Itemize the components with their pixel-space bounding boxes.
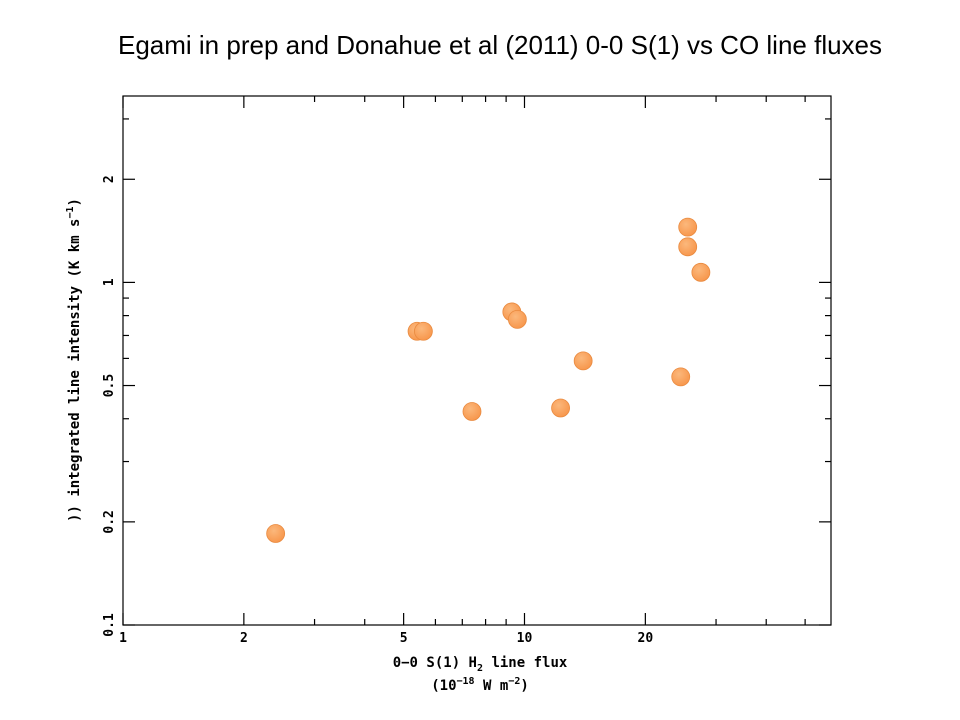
y-tick-labels: 0.1 0.2 0.5 1 2 (102, 175, 117, 636)
data-point (462, 402, 482, 421)
y-tick-label: 0.5 (102, 374, 117, 397)
y-tick-label: 2 (102, 175, 117, 183)
y-tick-label: 1 (102, 278, 117, 286)
y-tick-label: 0.2 (102, 510, 117, 533)
data-point (507, 309, 527, 329)
data-points (266, 217, 711, 543)
data-point (678, 237, 698, 257)
axis-ticks (122, 96, 831, 626)
x-tick-label: 10 (517, 631, 533, 646)
x-tick-labels: 1 2 5 10 20 (119, 631, 653, 646)
plot-frame (122, 95, 832, 626)
data-point (671, 367, 691, 387)
x-axis-label-line1: 0−0 S(1) H2 line flux (393, 655, 568, 674)
data-point (266, 524, 286, 543)
chart-title: Egami in prep and Donahue et al (2011) 0… (117, 30, 883, 60)
y-tick-label: 0.1 (102, 613, 117, 637)
data-point (691, 262, 711, 282)
data-point (678, 217, 698, 237)
x-tick-label: 1 (119, 631, 127, 646)
y-axis-label: )) integrated line intensity (K km s−1) (65, 198, 83, 522)
x-tick-label: 5 (400, 631, 408, 646)
x-axis-label-line2: (10−18 W m−2) (431, 676, 529, 694)
data-point (413, 321, 433, 341)
x-tick-label: 20 (638, 631, 654, 646)
data-point (573, 351, 593, 371)
data-point (551, 398, 570, 418)
x-tick-label: 2 (240, 631, 248, 646)
